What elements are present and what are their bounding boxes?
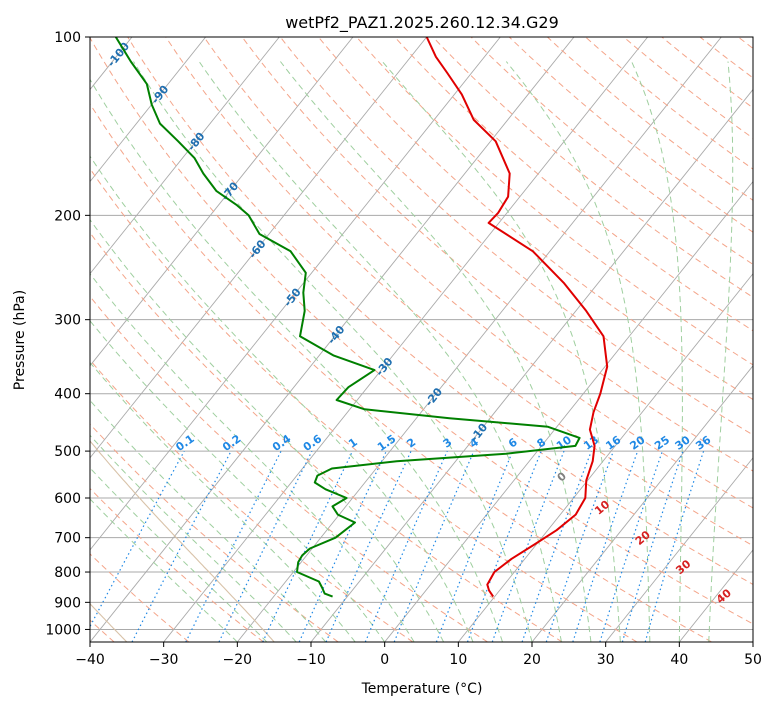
isotherm-line bbox=[90, 37, 280, 275]
mixing-ratio-line bbox=[572, 450, 639, 642]
reference-curve bbox=[90, 440, 275, 642]
moist-adiabat-line bbox=[90, 320, 386, 642]
moist-adiabat-line bbox=[90, 218, 445, 642]
isotherm-line bbox=[90, 37, 501, 551]
dry-adiabat-line bbox=[90, 231, 563, 642]
x-tick-label: 50 bbox=[744, 652, 762, 668]
y-tick-label: 400 bbox=[54, 387, 81, 403]
mixing-ratio-line bbox=[599, 450, 663, 642]
mixing-ratio-line bbox=[90, 450, 185, 628]
dry-adiabat-line bbox=[90, 37, 753, 625]
isotherm-line bbox=[90, 37, 428, 459]
mixing-ratio-line bbox=[298, 450, 387, 642]
moist-adiabat-line bbox=[90, 155, 474, 642]
dry-adiabat-line bbox=[90, 423, 339, 642]
x-tick-label: −20 bbox=[223, 652, 253, 668]
y-tick-label: 200 bbox=[54, 208, 81, 224]
dry-adiabat-line bbox=[470, 37, 753, 265]
x-axis-title: Temperature (°C) bbox=[361, 681, 483, 697]
dry-adiabat-line bbox=[432, 37, 753, 298]
profile-series bbox=[114, 37, 609, 598]
dry-adiabat-line bbox=[318, 37, 753, 401]
isotherm-line bbox=[384, 180, 753, 642]
y-tick-label: 600 bbox=[54, 491, 81, 507]
dewpoint-profile-line bbox=[114, 37, 581, 598]
moist-adiabat-line bbox=[505, 61, 651, 642]
axes: −40 −30 −20 −10 0 10 20 30 40 50 100 200 300 400 500 60… bbox=[45, 30, 762, 668]
moist-adiabat-line bbox=[90, 78, 503, 642]
moist-adiabat-line bbox=[280, 61, 592, 642]
mixing-ratio-line bbox=[435, 450, 514, 642]
mixing-ratio-line bbox=[218, 450, 313, 642]
x-tick-label: −40 bbox=[75, 652, 105, 668]
background-lines bbox=[90, 37, 753, 642]
moist-adiabat-line bbox=[708, 61, 734, 642]
moist-adiabat-line bbox=[381, 61, 621, 642]
moist-adiabat-line bbox=[90, 361, 356, 642]
isotherm-line bbox=[531, 365, 753, 642]
x-tick-label: 10 bbox=[449, 652, 467, 668]
chart-title: wetPf2_PAZ1.2025.260.12.34.G29 bbox=[285, 13, 559, 33]
moist-adiabat-line bbox=[90, 273, 415, 642]
x-tick-label: −10 bbox=[296, 652, 326, 668]
y-tick-label: 1000 bbox=[45, 622, 81, 638]
moist-adiabat-line bbox=[133, 61, 533, 642]
isotherm-line bbox=[236, 37, 722, 642]
y-tick-label: 300 bbox=[54, 313, 81, 329]
y-axis-title: Pressure (hPa) bbox=[12, 290, 28, 390]
moist-adiabat-line bbox=[198, 61, 562, 642]
mixing-ratio-line bbox=[621, 450, 684, 642]
dry-adiabat-line bbox=[90, 295, 488, 642]
mixing-ratio-line bbox=[466, 450, 542, 642]
x-tick-label: 0 bbox=[380, 652, 389, 668]
dry-adiabat-line bbox=[165, 37, 753, 547]
dry-adiabat-line bbox=[279, 37, 753, 436]
isotherm-line bbox=[90, 37, 354, 367]
temperature-profile-line bbox=[425, 37, 609, 598]
dry-adiabat-line bbox=[203, 37, 753, 509]
x-tick-label: −30 bbox=[149, 652, 179, 668]
dry-adiabat-line bbox=[90, 102, 712, 642]
x-tick-label: 20 bbox=[523, 652, 541, 668]
y-tick-label: 100 bbox=[54, 30, 81, 46]
x-tick-label: 40 bbox=[670, 652, 688, 668]
moist-adiabat-line bbox=[90, 498, 238, 642]
y-tick-label: 900 bbox=[54, 595, 81, 611]
plot-frame bbox=[89, 36, 754, 643]
isotherm-line bbox=[163, 37, 649, 642]
dry-adiabat-line bbox=[508, 37, 753, 233]
x-tick-label: 30 bbox=[597, 652, 615, 668]
y-tick-label: 800 bbox=[54, 565, 81, 581]
mixing-ratio-line bbox=[644, 450, 705, 642]
moist-adiabat-line bbox=[90, 399, 327, 642]
y-tick-label: 700 bbox=[54, 531, 81, 547]
moist-adiabat-line bbox=[631, 61, 683, 642]
y-tick-label: 500 bbox=[54, 444, 81, 460]
isotherm-line bbox=[90, 37, 207, 183]
isotherm-line bbox=[605, 457, 753, 642]
dry-adiabat-line bbox=[241, 37, 753, 472]
